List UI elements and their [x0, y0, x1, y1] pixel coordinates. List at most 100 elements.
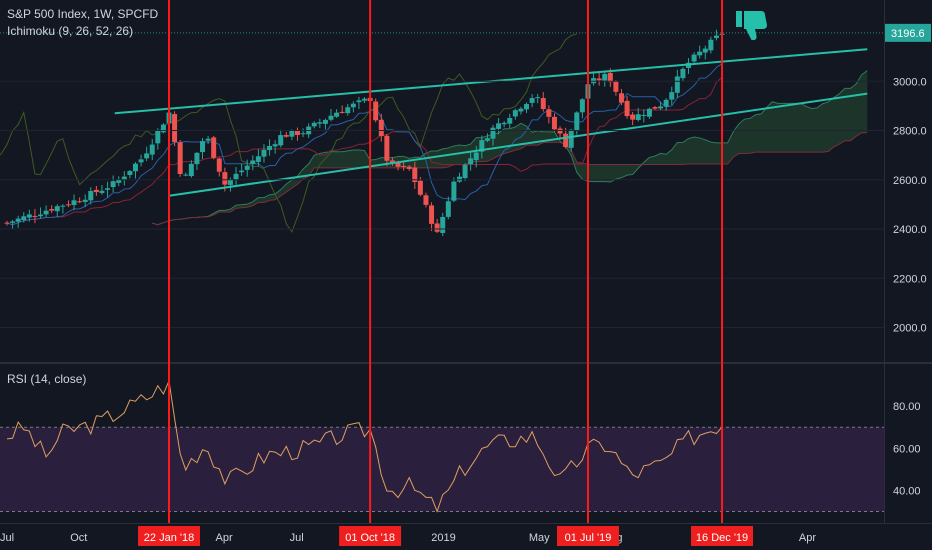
candle-body: [618, 93, 624, 103]
candle-body: [479, 140, 485, 152]
candle-body: [518, 108, 524, 112]
candle-body: [563, 133, 569, 148]
candle-body: [132, 163, 138, 172]
candle-body: [160, 124, 166, 133]
candle-body: [356, 100, 362, 103]
rsi-label: RSI (14, close): [7, 372, 87, 386]
candle-body: [607, 72, 613, 83]
candle-body: [697, 51, 703, 56]
candle-body: [406, 166, 412, 169]
candle-body: [211, 137, 217, 158]
rsi-band: [0, 427, 884, 512]
lagging-span: [0, 33, 577, 233]
price-tick-label: 2000.0: [893, 323, 927, 335]
price-tick-label: 2600.0: [893, 175, 927, 187]
candle-body: [540, 98, 546, 110]
candle-body: [429, 205, 435, 224]
candle-body: [49, 209, 55, 211]
candle-body: [579, 99, 585, 113]
candle-body: [65, 204, 71, 206]
candle-body: [473, 152, 479, 161]
price-tick-label: 2800.0: [893, 126, 927, 138]
candles: [4, 29, 725, 236]
candle-body: [121, 176, 127, 180]
candle-body: [602, 73, 608, 81]
candle-body: [557, 128, 563, 134]
candle-body: [272, 144, 278, 147]
rsi-tick-label: 40.00: [893, 485, 921, 497]
candle-body: [110, 181, 116, 188]
thumbs-down-icon[interactable]: [734, 8, 770, 47]
conversion-line: [6, 63, 723, 226]
candle-body: [641, 115, 647, 117]
candle-body: [222, 172, 228, 185]
candle-body: [177, 142, 183, 174]
date-marker-label: 22 Jan '18: [144, 532, 194, 544]
candle-body: [401, 165, 407, 167]
candle-body: [216, 158, 222, 172]
candle-body: [362, 98, 368, 101]
candle-body: [71, 200, 77, 205]
candle-body: [233, 173, 239, 180]
time-tick-label: Apr: [216, 532, 233, 544]
candle-body: [350, 103, 356, 108]
candle-body: [138, 159, 144, 163]
candle-body: [395, 162, 401, 167]
candle-body: [423, 195, 429, 205]
candle-body: [680, 68, 686, 79]
candle-body: [389, 160, 395, 163]
candle-body: [652, 107, 658, 109]
candle-body: [456, 176, 462, 182]
time-tick-label: Jul: [290, 532, 304, 544]
candle-body: [484, 138, 490, 141]
candle-body: [88, 190, 94, 201]
rsi-tick-label: 80.00: [893, 401, 921, 413]
candle-body: [99, 190, 105, 193]
time-tick-label: May: [529, 532, 550, 544]
candle-body: [283, 134, 289, 137]
candle-body: [574, 112, 580, 131]
chart-title: S&P 500 Index, 1W, SPCFD: [7, 7, 159, 21]
candle-body: [250, 160, 256, 164]
candle-body: [507, 117, 513, 124]
channel-bottom: [168, 92, 868, 197]
candle-body: [496, 123, 502, 129]
candle-body: [468, 158, 474, 165]
candle-body: [82, 199, 88, 202]
date-marker-badge: [339, 526, 402, 546]
candle-body: [77, 201, 83, 203]
candle-body: [317, 122, 323, 124]
candle-body: [300, 133, 306, 135]
candle-body: [4, 222, 10, 224]
candle-body: [10, 221, 16, 223]
candle-body: [546, 109, 552, 117]
candle-body: [21, 216, 27, 221]
candle-body: [674, 76, 680, 93]
candle-body: [205, 138, 211, 141]
rsi-line: [6, 379, 723, 513]
candle-body: [172, 114, 178, 142]
candle-body: [663, 99, 669, 107]
candle-body: [613, 81, 619, 92]
candle-body: [596, 78, 602, 81]
candle-body: [144, 153, 150, 159]
candle-body: [412, 167, 418, 183]
candle-body: [551, 116, 557, 130]
candle-body: [373, 101, 379, 121]
candle-body: [462, 164, 468, 179]
date-marker-label: 01 Oct '18: [345, 532, 395, 544]
candle-body: [239, 170, 245, 173]
candle-body: [691, 54, 697, 62]
candle-body: [417, 180, 423, 195]
candle-body: [289, 130, 295, 137]
candle-body: [378, 119, 384, 137]
candle-body: [116, 179, 122, 183]
candle-body: [434, 223, 440, 232]
candle-body: [328, 115, 334, 120]
leading-span-a: [152, 70, 868, 226]
candle-body: [188, 163, 194, 177]
candle-body: [334, 112, 340, 117]
candle-body: [339, 111, 345, 113]
candle-body: [702, 48, 708, 53]
